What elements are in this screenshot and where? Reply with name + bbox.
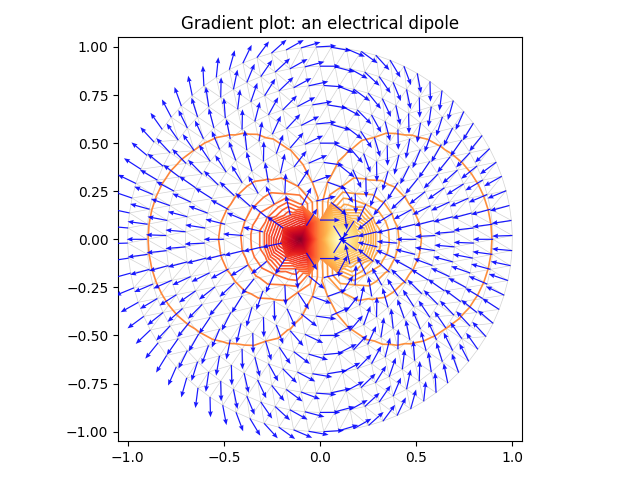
- Title: Gradient plot: an electrical dipole: Gradient plot: an electrical dipole: [181, 15, 459, 33]
